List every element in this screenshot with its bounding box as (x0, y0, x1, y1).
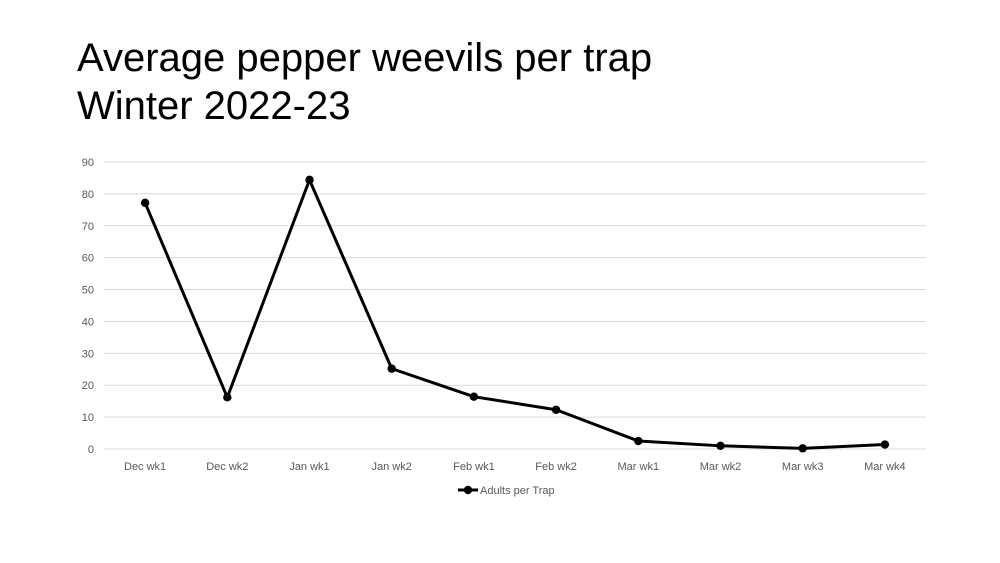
legend: Adults per Trap (458, 485, 555, 497)
data-point (387, 364, 396, 373)
series-group (140, 175, 890, 453)
data-point (305, 175, 314, 185)
data-point (469, 392, 479, 401)
gridlines (104, 161, 926, 450)
data-point (140, 198, 150, 208)
y-tick-label: 10 (82, 412, 94, 424)
y-tick-label: 50 (82, 285, 94, 297)
y-tick-label: 70 (82, 221, 94, 233)
y-tick-label: 30 (82, 348, 94, 360)
x-tick-label: Jan wk1 (289, 461, 329, 473)
x-tick-label: Dec wk2 (206, 461, 248, 473)
y-tick-label: 90 (82, 157, 94, 169)
slide-title-line-1: Average pepper weevils per trap (77, 36, 653, 80)
slide-title: Average pepper weevils per trap Winter 2… (77, 34, 652, 130)
data-point (880, 440, 890, 449)
y-tick-label: 20 (82, 380, 94, 392)
data-point (551, 405, 561, 414)
data-point (634, 436, 643, 446)
x-tick-label: Jan wk2 (372, 461, 412, 473)
x-axis-tick-labels: Dec wk1 Dec wk2 Jan wk1 Jan wk2 Feb wk1 Feb w… (124, 461, 906, 473)
x-tick-label: Mar wk4 (864, 461, 906, 473)
y-tick-label: 0 (88, 444, 94, 456)
y-tick-label: 40 (82, 316, 94, 328)
series-line (143, 178, 885, 450)
y-axis-tick-labels: 0 10 20 30 40 50 60 70 80 90 (82, 157, 94, 456)
x-tick-label: Mar wk3 (782, 461, 824, 473)
x-tick-label: Feb wk2 (535, 461, 577, 473)
x-tick-label: Mar wk1 (618, 461, 660, 473)
x-tick-label: Feb wk1 (453, 461, 495, 473)
data-point (716, 441, 725, 451)
legend-label: Adults per Trap (480, 485, 555, 497)
y-tick-label: 60 (82, 253, 94, 265)
data-point (223, 393, 232, 402)
x-tick-label: Mar wk2 (700, 461, 742, 473)
legend-marker (463, 485, 473, 495)
slide-title-line-2: Winter 2022-23 (77, 84, 351, 128)
x-tick-label: Dec wk1 (124, 461, 166, 473)
y-tick-label: 80 (82, 189, 94, 201)
data-point (798, 444, 807, 453)
